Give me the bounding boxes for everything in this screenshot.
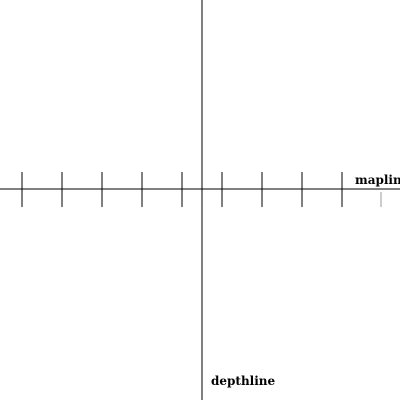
depthline-label: depthline — [211, 374, 276, 388]
mapline-ticks — [21, 172, 382, 207]
mapline-label: mapline — [355, 173, 400, 187]
